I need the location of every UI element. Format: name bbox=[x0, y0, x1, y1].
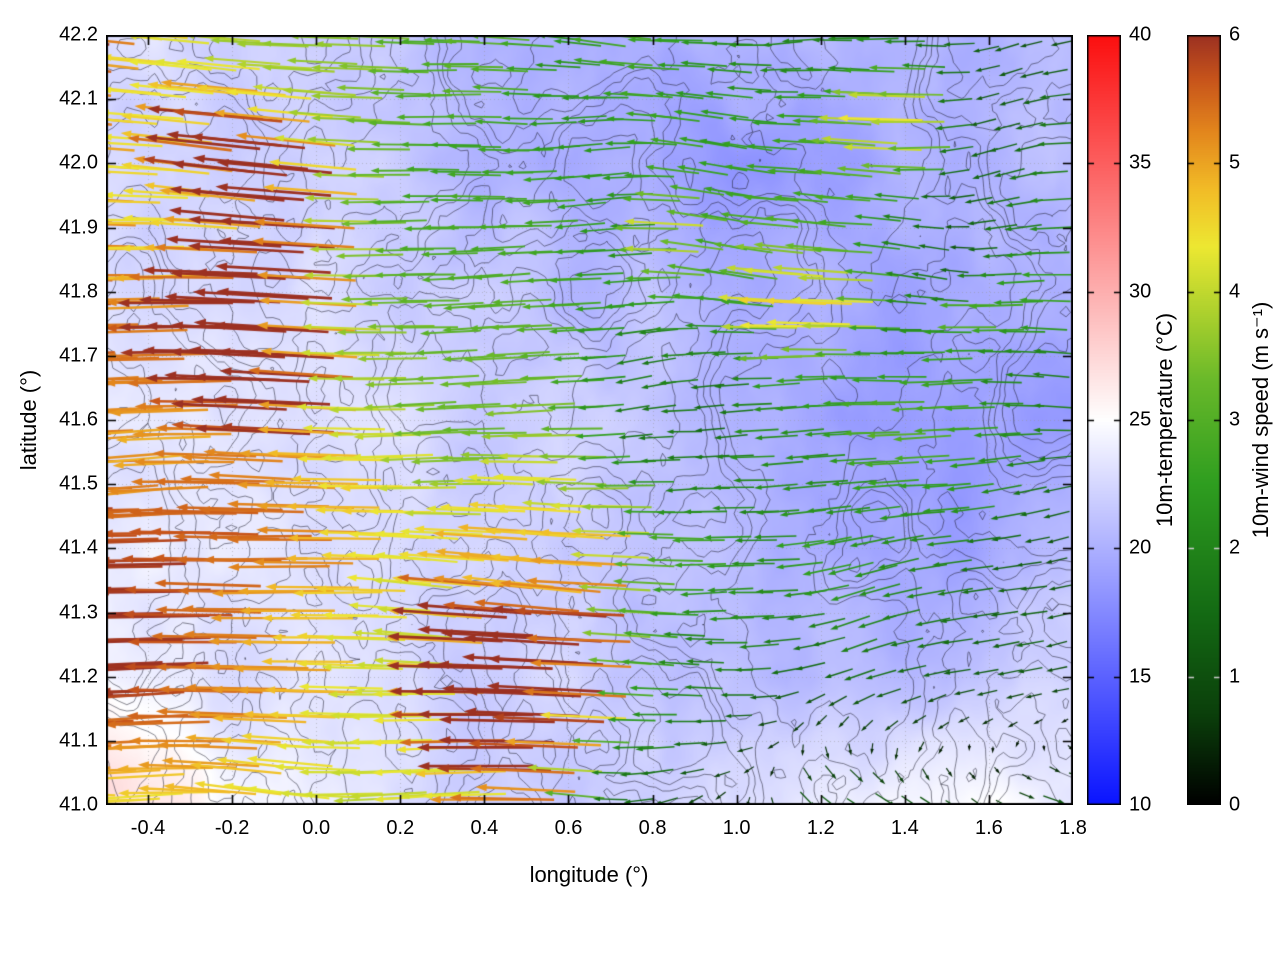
x-tick-label: 0.6 bbox=[554, 817, 583, 839]
y-tick-label: 41.4 bbox=[59, 536, 98, 559]
temperature-colorbar bbox=[1087, 35, 1121, 805]
y-tick-label: 41.7 bbox=[59, 344, 98, 367]
x-tick-label: 0.0 bbox=[302, 817, 331, 839]
temperature-colorbar-tick-label: 10 bbox=[1129, 793, 1152, 816]
x-tick-label: 0.2 bbox=[386, 817, 415, 839]
x-axis-label: longitude (°) bbox=[529, 862, 649, 887]
x-tick-label: 1.2 bbox=[806, 817, 835, 839]
windspeed-colorbar-tick-label: 3 bbox=[1229, 408, 1241, 431]
y-tick-label: 41.6 bbox=[59, 408, 98, 431]
x-tick-label: 1.6 bbox=[975, 817, 1003, 839]
y-tick-label: 41.1 bbox=[59, 729, 98, 752]
windspeed-colorbar-label: 10m-wind speed (m s⁻¹) bbox=[1248, 301, 1273, 539]
y-tick-label: 42.0 bbox=[59, 151, 98, 174]
y-tick-label: 41.0 bbox=[59, 793, 98, 816]
temperature-colorbar-tick-label: 25 bbox=[1129, 408, 1152, 431]
y-tick-label: 41.2 bbox=[59, 665, 98, 688]
windspeed-colorbar-tick-label: 4 bbox=[1229, 280, 1241, 303]
windspeed-colorbar bbox=[1187, 35, 1221, 805]
map-plot-canvas bbox=[106, 35, 1073, 805]
temperature-colorbar-tick-label: 15 bbox=[1129, 665, 1152, 688]
x-tick-label: 0.4 bbox=[470, 817, 499, 839]
y-tick-label: 41.5 bbox=[59, 472, 98, 495]
windspeed-colorbar-tick-label: 5 bbox=[1229, 151, 1241, 174]
y-tick-label: 41.9 bbox=[59, 216, 98, 238]
y-tick-label: 41.8 bbox=[59, 280, 98, 303]
windspeed-colorbar-tick-label: 1 bbox=[1229, 665, 1241, 688]
x-tick-label: 1.8 bbox=[1059, 817, 1087, 839]
x-tick-label: -0.2 bbox=[214, 817, 250, 839]
temperature-colorbar-tick-label: 20 bbox=[1129, 536, 1152, 559]
temperature-colorbar-label: 10m-temperature (°C) bbox=[1152, 312, 1177, 528]
x-tick-label: 0.8 bbox=[638, 817, 667, 839]
x-tick-label: -0.4 bbox=[130, 817, 166, 839]
y-tick-label: 42.1 bbox=[59, 87, 98, 110]
temperature-colorbar-tick-label: 30 bbox=[1129, 280, 1152, 303]
x-tick-label: 1.4 bbox=[890, 817, 919, 839]
y-tick-label: 41.3 bbox=[59, 601, 98, 623]
temperature-colorbar-tick-label: 35 bbox=[1129, 151, 1152, 174]
windspeed-colorbar-tick-label: 0 bbox=[1229, 793, 1241, 816]
x-tick-label: 1.0 bbox=[722, 817, 751, 839]
windspeed-colorbar-tick-label: 2 bbox=[1229, 536, 1241, 559]
windspeed-colorbar-tick-label: 6 bbox=[1229, 23, 1241, 46]
temperature-colorbar-tick-label: 40 bbox=[1129, 23, 1152, 46]
y-tick-label: 42.2 bbox=[59, 23, 98, 46]
